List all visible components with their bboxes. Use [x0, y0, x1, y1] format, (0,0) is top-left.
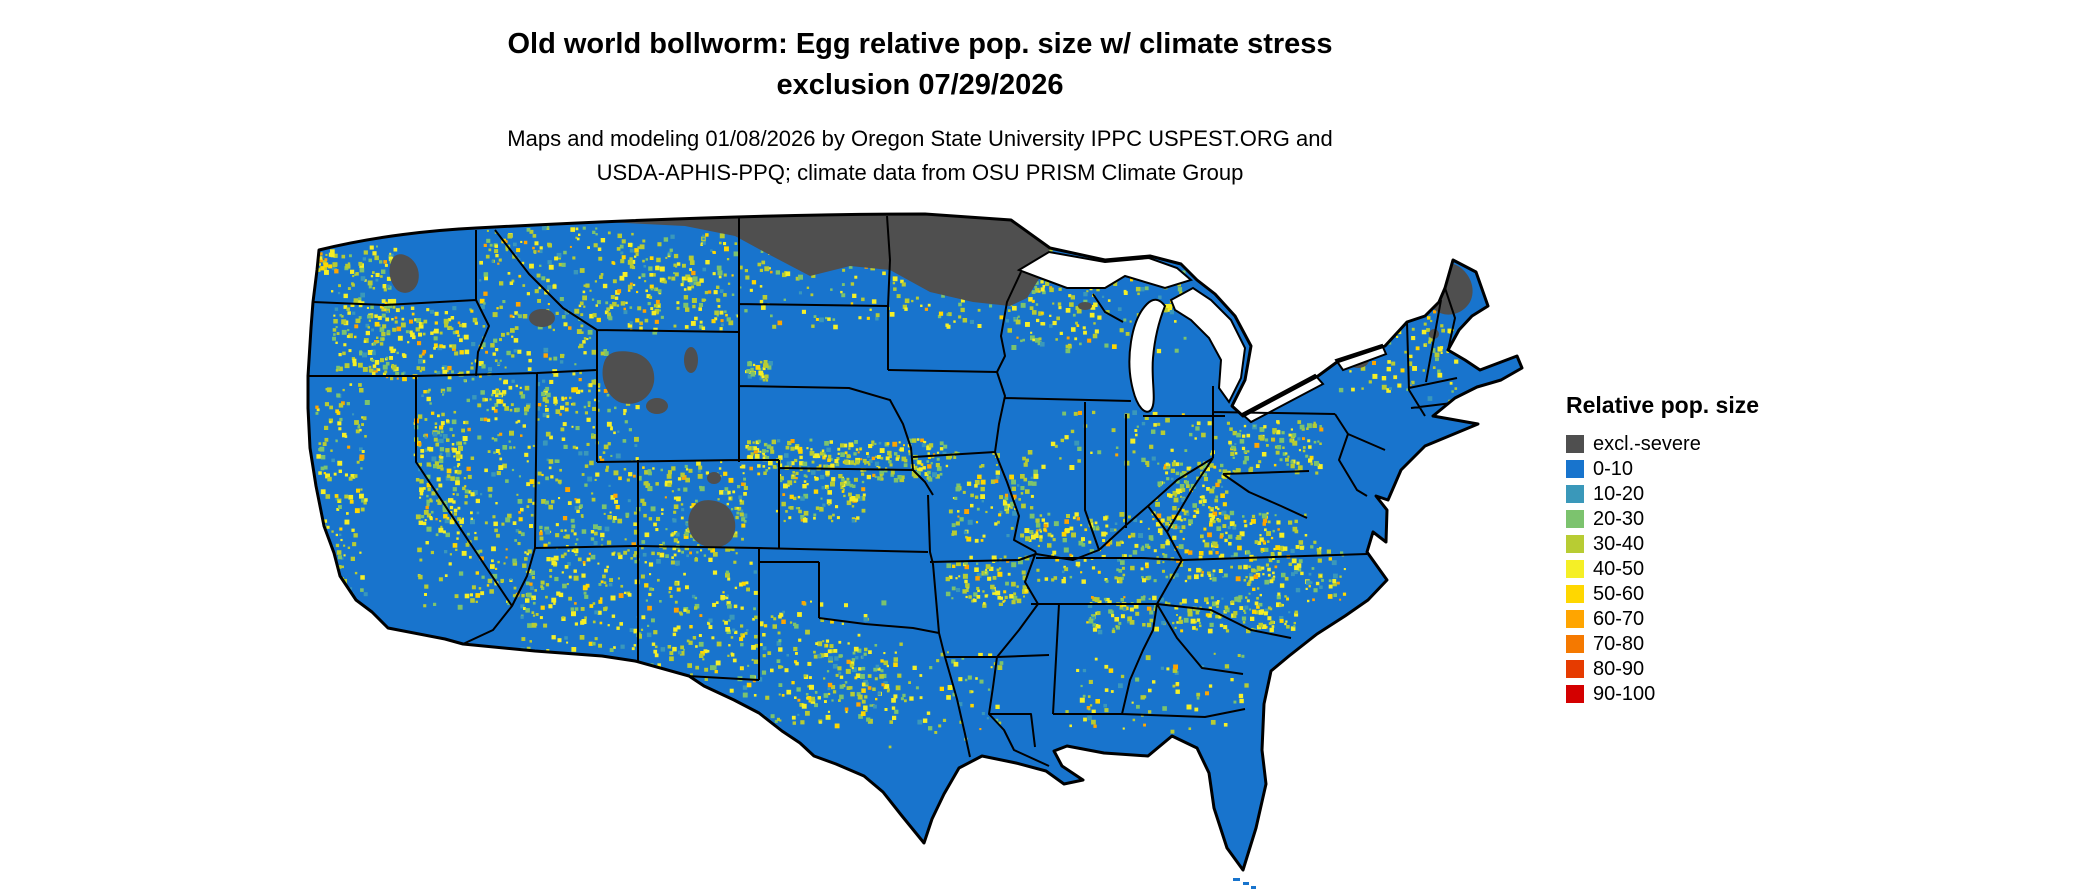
legend-label: 50-60 — [1593, 582, 1645, 605]
legend-swatch — [1566, 534, 1584, 553]
map-title-line2: exclusion 07/29/2026 — [776, 69, 1064, 101]
lake-erie — [1240, 373, 1325, 424]
legend-label: 30-40 — [1593, 532, 1645, 555]
legend-swatch — [1566, 584, 1584, 603]
legend-swatch — [1566, 484, 1584, 503]
legend-label: 20-30 — [1593, 507, 1645, 530]
legend-label: 0-10 — [1593, 457, 1634, 480]
legend-item: 40-50 — [1566, 556, 1866, 581]
legend: Relative pop. size excl.-severe 0-10 10-20… — [1566, 392, 1866, 706]
legend-item: 80-90 — [1566, 656, 1866, 681]
legend-swatch — [1566, 609, 1584, 628]
legend-title: Relative pop. size — [1566, 392, 1760, 418]
us-map-svg — [306, 212, 1524, 889]
legend-swatch — [1566, 634, 1584, 653]
lake-michigan — [1128, 298, 1167, 413]
legend-item: 60-70 — [1566, 606, 1866, 631]
legend-items: excl.-severe 0-10 10-20 20-30 30-40 40-50 50-6… — [1566, 431, 1866, 706]
legend-label: 90-100 — [1593, 682, 1656, 705]
legend-label: 70-80 — [1593, 632, 1645, 655]
legend-item: 90-100 — [1566, 681, 1866, 706]
legend-swatch — [1566, 459, 1584, 478]
lake-superior — [1016, 250, 1194, 290]
map-title-line1: Old world bollworm: Egg relative pop. si… — [507, 28, 1333, 60]
map-subtitle: Maps and modeling 01/08/2026 by Oregon S… — [0, 122, 1840, 190]
legend-swatch — [1566, 559, 1584, 578]
map-subtitle-line2: USDA-APHIS-PPQ; climate data from OSU PR… — [596, 160, 1244, 185]
great-lakes — [1016, 250, 1388, 424]
legend-item: excl.-severe — [1566, 431, 1866, 456]
florida-keys — [1233, 878, 1256, 889]
legend-swatch — [1566, 659, 1584, 678]
us-outline — [308, 214, 1522, 870]
legend-label: excl.-severe — [1593, 432, 1701, 455]
legend-item: 30-40 — [1566, 531, 1866, 556]
legend-swatch — [1566, 509, 1584, 528]
state-borders — [308, 215, 1478, 767]
legend-label: 60-70 — [1593, 607, 1645, 630]
us-national-outline — [306, 212, 1524, 872]
legend-label: 80-90 — [1593, 657, 1645, 680]
legend-label: 10-20 — [1593, 482, 1645, 505]
legend-item: 50-60 — [1566, 581, 1866, 606]
legend-label: 40-50 — [1593, 557, 1645, 580]
map-title: Old world bollworm: Egg relative pop. si… — [0, 24, 1840, 106]
legend-item: 0-10 — [1566, 456, 1866, 481]
exclusion-regions — [389, 214, 1473, 548]
us-map — [305, 210, 1535, 892]
legend-item: 10-20 — [1566, 481, 1866, 506]
legend-swatch — [1566, 434, 1584, 453]
map-subtitle-line1: Maps and modeling 01/08/2026 by Oregon S… — [507, 126, 1333, 151]
legend-item: 70-80 — [1566, 631, 1866, 656]
legend-item: 20-30 — [1566, 506, 1866, 531]
lake-huron — [1169, 286, 1247, 404]
legend-swatch — [1566, 684, 1584, 703]
